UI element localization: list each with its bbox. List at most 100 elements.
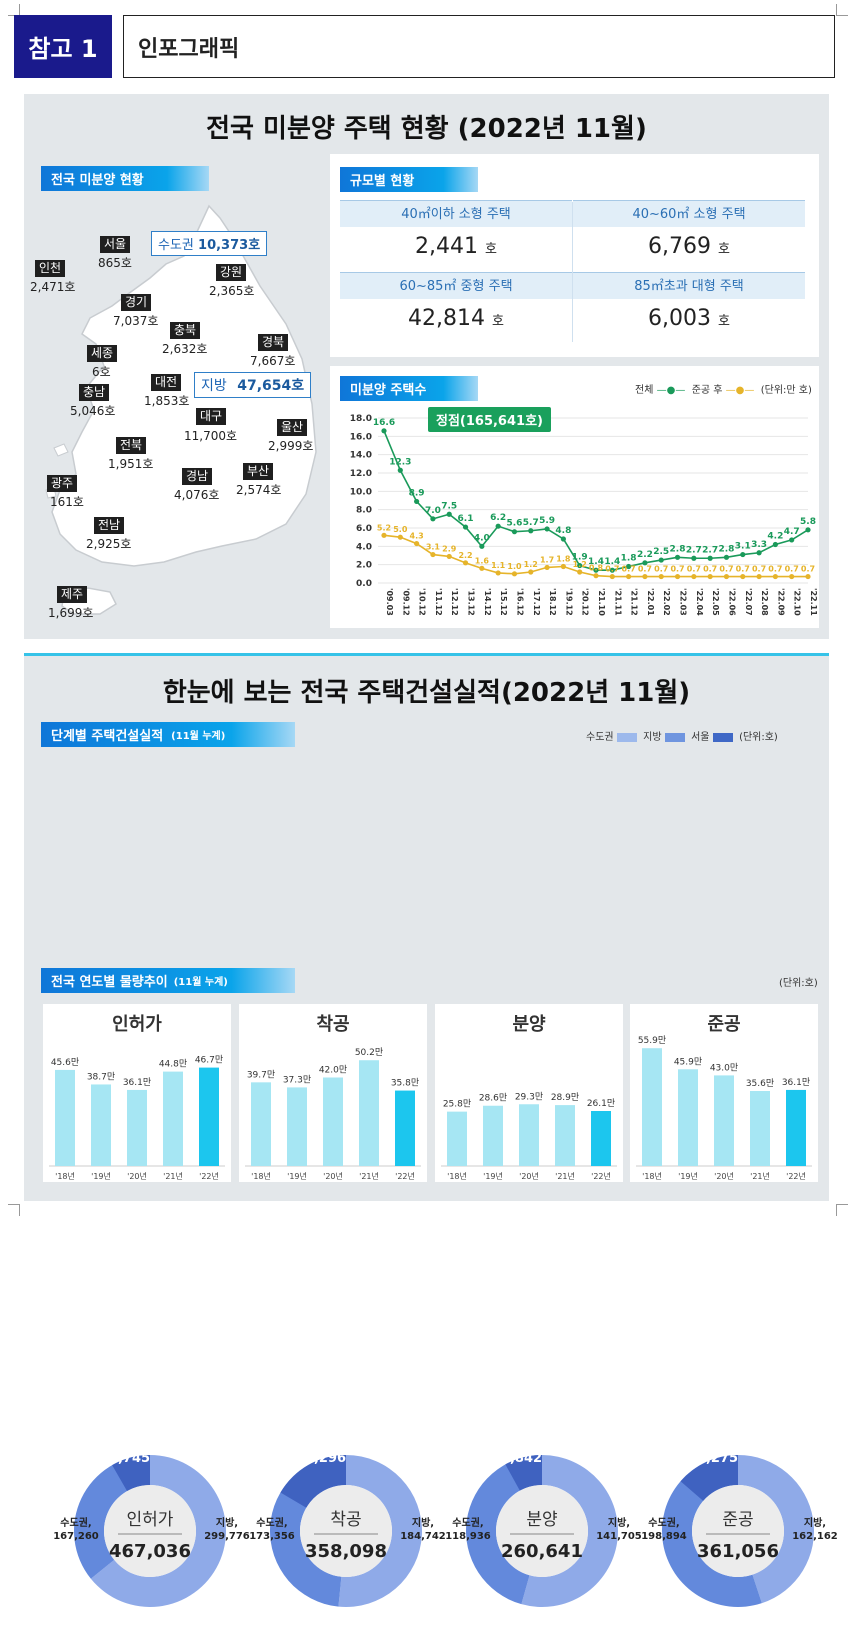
data-label: 16.6 bbox=[373, 418, 395, 428]
bars-tag: 전국 연도별 물량추이 (11월 누계) bbox=[41, 968, 295, 993]
corner-mark bbox=[836, 4, 848, 16]
y-tick-label: 2.0 bbox=[356, 561, 372, 571]
scale-value: 42,814 bbox=[408, 306, 485, 331]
bar bbox=[714, 1075, 734, 1166]
capital-summary-label: 수도권 bbox=[158, 238, 194, 253]
series-point bbox=[805, 527, 811, 533]
bar-value-label: 50.2만 bbox=[355, 1047, 383, 1058]
data-label: 0.7 bbox=[670, 565, 684, 574]
series-point bbox=[397, 467, 403, 473]
y-tick-label: 4.0 bbox=[356, 542, 372, 552]
bar-category-label: '22년 bbox=[199, 1171, 219, 1181]
data-label: 0.7 bbox=[785, 565, 799, 574]
x-tick-label: '22.07 bbox=[744, 588, 753, 616]
donut-tag-sub: (11월 누계) bbox=[171, 731, 226, 742]
data-label: 2.7 bbox=[686, 545, 702, 555]
y-tick-label: 10.0 bbox=[350, 487, 372, 497]
korea-map bbox=[45, 204, 317, 615]
donut-capital-label: 수도권, 167,260 bbox=[48, 1517, 104, 1543]
bar bbox=[750, 1090, 770, 1166]
bar-value-label: 39.7만 bbox=[247, 1069, 275, 1080]
donut-seoul-label-value: 49,275 bbox=[687, 1451, 739, 1466]
series-point bbox=[577, 569, 583, 575]
x-tick-label: '17.12 bbox=[532, 588, 541, 616]
data-label: 4.0 bbox=[474, 533, 490, 543]
y-tick-label: 18.0 bbox=[350, 414, 372, 424]
data-label: 0.8 bbox=[589, 564, 604, 573]
donut-seoul-label-title: 서울, bbox=[306, 1434, 336, 1449]
scale-unit: 호 bbox=[492, 314, 504, 329]
y-tick-label: 16.0 bbox=[350, 432, 372, 442]
data-label: 1.8 bbox=[556, 555, 571, 564]
region-label-sejong: 세종 bbox=[87, 345, 118, 362]
data-label: 3.1 bbox=[426, 543, 441, 552]
data-label: 6.1 bbox=[458, 514, 474, 524]
data-label: 0.7 bbox=[638, 565, 652, 574]
series-point bbox=[430, 516, 436, 522]
corner-mark bbox=[836, 1204, 848, 1216]
data-label: 8.9 bbox=[409, 488, 425, 498]
bar-value-label: 25.8만 bbox=[443, 1099, 471, 1110]
donut-name: 준공 bbox=[722, 1510, 753, 1530]
series-point bbox=[381, 428, 387, 434]
x-tick-label: '22.03 bbox=[679, 588, 688, 616]
donut-local-label-value: 162,162 bbox=[792, 1531, 838, 1542]
series-point bbox=[593, 573, 599, 579]
series-point bbox=[772, 541, 778, 548]
series-point bbox=[626, 573, 632, 580]
series-point bbox=[446, 511, 452, 517]
series-point bbox=[528, 528, 534, 534]
data-label: 4.3 bbox=[410, 532, 424, 541]
scale-head: 40~60㎡ 소형 주택 bbox=[573, 200, 805, 227]
region-value-gangwon: 2,365호 bbox=[209, 284, 255, 298]
capital-summary-value: 10,373호 bbox=[198, 238, 261, 253]
bar-category-label: '20년 bbox=[714, 1171, 734, 1181]
bar-chart: 25.8만 '18년 28.6만 '19년 29.3만 '20년 28.9만 '21년 26.1… bbox=[441, 1091, 617, 1181]
donut-total: 361,056 bbox=[697, 1541, 779, 1562]
bar-category-label: '21년 bbox=[359, 1171, 379, 1181]
series-point bbox=[723, 573, 730, 580]
bar-value-label: 36.1만 bbox=[123, 1077, 151, 1088]
series-point bbox=[626, 563, 632, 570]
data-label: 1.4 bbox=[604, 557, 620, 567]
data-label: 5.0 bbox=[393, 525, 408, 534]
chart-legend: 전체 —●— 준공 후 —●— (단위:만 호) bbox=[635, 381, 812, 396]
data-label: 5.9 bbox=[539, 516, 555, 526]
map-tag: 전국 미분양 현황 bbox=[41, 166, 209, 191]
bar-chart: 45.6만 '18년 38.7만 '19년 36.1만 '20년 44.8만 '21년 46.7… bbox=[49, 1055, 225, 1181]
series-point bbox=[740, 551, 746, 558]
bar-category-label: '20년 bbox=[323, 1171, 343, 1181]
data-label: 1.4 bbox=[588, 557, 604, 567]
data-label: 1.8 bbox=[621, 554, 637, 564]
scale-cell: 85㎡초과 대형 주택 6,003 호 bbox=[573, 272, 805, 339]
scale-cell: 40~60㎡ 소형 주택 6,769 호 bbox=[573, 200, 805, 267]
corner-mark bbox=[8, 1204, 20, 1216]
region-label-incheon: 인천 bbox=[35, 260, 66, 277]
data-label: 0.7 bbox=[605, 565, 619, 574]
scale-value-box: 6,769 호 bbox=[573, 227, 805, 267]
region-value-chungnam: 5,046호 bbox=[70, 404, 116, 418]
data-label: 2.2 bbox=[637, 550, 653, 560]
bar-category-label: '18년 bbox=[447, 1171, 467, 1181]
region-value-seoul: 865호 bbox=[98, 256, 132, 270]
region-value-gyeongnam: 4,076호 bbox=[174, 488, 220, 502]
donut-center bbox=[496, 1485, 588, 1577]
scale-unit: 호 bbox=[485, 242, 497, 257]
data-label: 2.5 bbox=[653, 547, 669, 557]
region-value-ulsan: 2,999호 bbox=[268, 439, 314, 453]
scale-head: 40㎡이하 소형 주택 bbox=[340, 200, 572, 227]
region-label-gyeonggi: 경기 bbox=[121, 294, 152, 311]
donut-seoul-label-value: 38,745 bbox=[99, 1451, 151, 1466]
x-tick-label: '22.02 bbox=[662, 588, 671, 616]
bar-value-label: 46.7만 bbox=[195, 1055, 223, 1066]
donut-total: 467,036 bbox=[109, 1541, 191, 1562]
bar-value-label: 29.3만 bbox=[515, 1091, 543, 1102]
series-point bbox=[805, 573, 811, 580]
region-label-busan: 부산 bbox=[243, 463, 274, 480]
scale-cell: 60~85㎡ 중형 주택 42,814 호 bbox=[340, 272, 572, 339]
series-point bbox=[462, 524, 469, 530]
region-label-daejeon: 대전 bbox=[151, 374, 182, 391]
bar bbox=[678, 1069, 698, 1166]
series-point bbox=[756, 550, 762, 556]
series-point bbox=[707, 555, 713, 561]
